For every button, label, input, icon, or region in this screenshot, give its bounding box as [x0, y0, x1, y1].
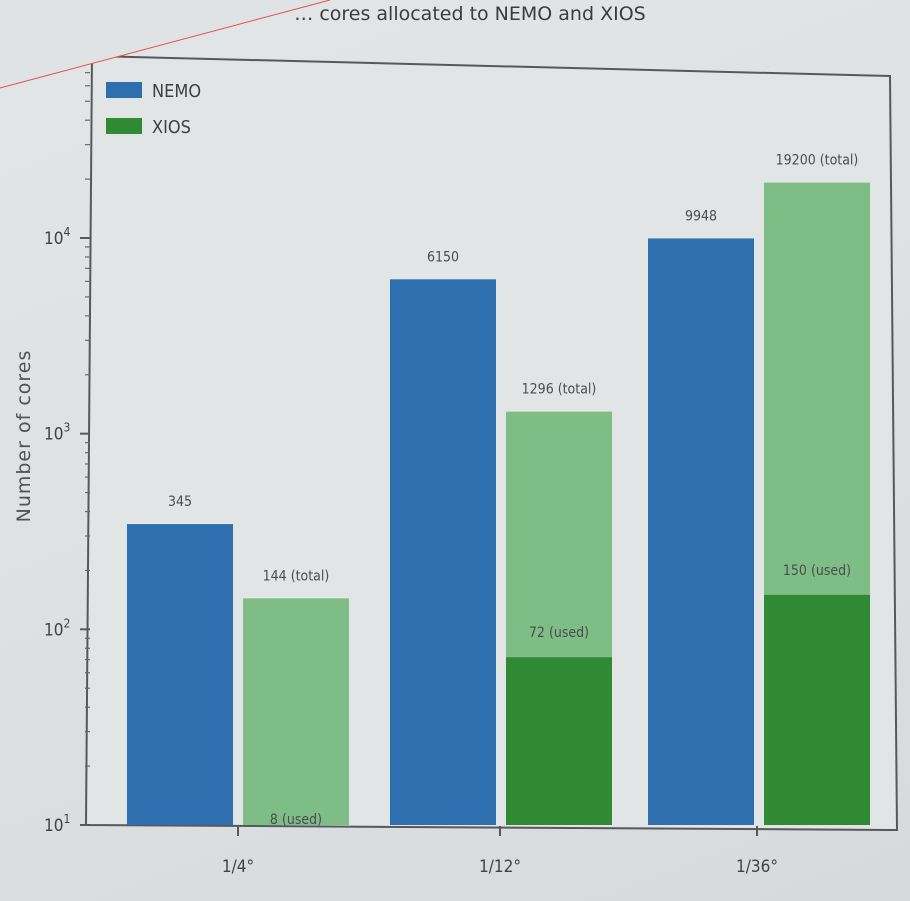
bar-nemo: [127, 524, 233, 825]
bar-label-xios-total: 1296 (total): [522, 382, 597, 398]
y-tick-label: 104: [44, 225, 70, 249]
bars-layer: [127, 182, 870, 826]
y-axis: 101 102 103 104: [44, 60, 90, 836]
x-tick-label: 1/12°: [479, 857, 521, 877]
bar-label-xios-used: 150 (used): [783, 563, 851, 579]
bar-label-nemo: 6150: [427, 249, 459, 265]
x-axis: 1/4° 1/12° 1/36°: [222, 826, 778, 877]
y-tick-label: 101: [44, 812, 70, 836]
legend-swatch: [106, 82, 142, 98]
x-tick-label: 1/4°: [222, 857, 254, 877]
y-axis-label: Number of cores: [13, 350, 35, 523]
legend-label: XIOS: [152, 117, 191, 138]
bar-label-xios-total: 144 (total): [263, 568, 330, 584]
legend-swatch: [106, 118, 142, 134]
bar-nemo: [648, 238, 754, 825]
y-tick-label: 103: [44, 421, 70, 445]
bar-label-nemo: 9948: [685, 208, 717, 224]
bar-label-xios-used: 8 (used): [270, 812, 322, 828]
bar-nemo: [390, 279, 496, 826]
legend-label: NEMO: [152, 81, 201, 102]
x-tick-label: 1/36°: [736, 857, 778, 877]
bar-xios-total: [243, 598, 349, 825]
y-tick-label: 102: [44, 616, 70, 640]
bar-label-xios-used: 72 (used): [529, 625, 589, 641]
chart-title: … cores allocated to NEMO and XIOS: [294, 3, 645, 25]
legend: NEMO XIOS: [106, 81, 201, 138]
bar-labels: 345 144 (total) 8 (used) 6150 1296 (total) 72…: [168, 153, 858, 828]
bar-xios-used: [764, 594, 870, 825]
bar-label-nemo: 345: [168, 494, 192, 510]
slide-edge-line: [0, 0, 331, 89]
bar-xios-used: [506, 657, 612, 825]
bar-label-xios-total: 19200 (total): [776, 153, 859, 169]
